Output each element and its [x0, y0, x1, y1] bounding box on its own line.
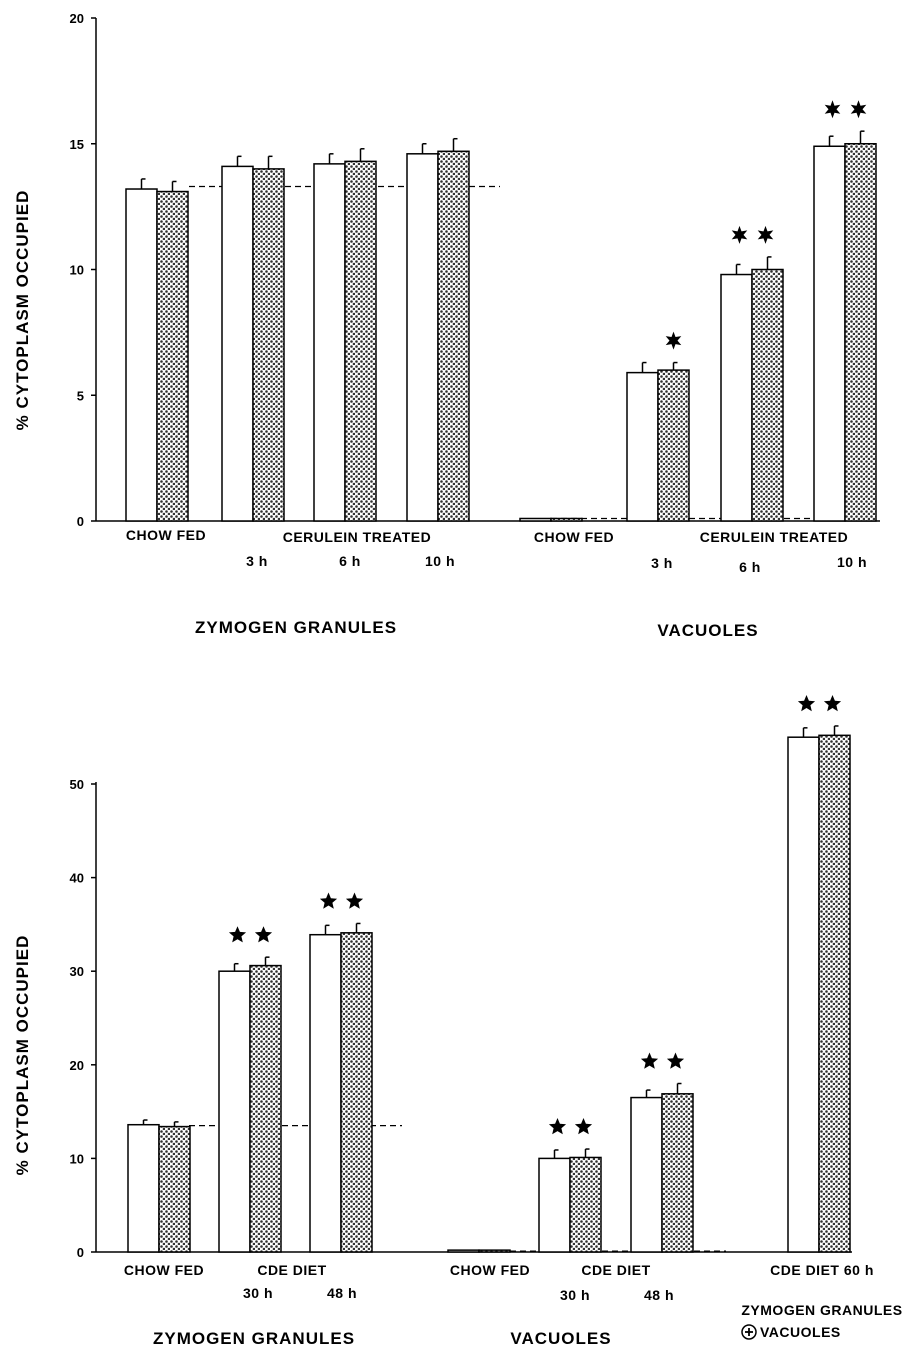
chart-bottom-time-30h: 30 h [243, 1285, 273, 1301]
chart-bottom-cat-cde-60h: CDE DIET 60 h [770, 1262, 874, 1278]
y-tick-label: 0 [77, 514, 84, 529]
star-icon [757, 225, 774, 244]
bar-treated [158, 1125, 191, 1253]
star-icon [824, 100, 841, 119]
star-icon [823, 695, 842, 712]
y-tick-label: 10 [70, 1151, 84, 1166]
star-icon [850, 100, 867, 119]
star-icon [345, 892, 364, 909]
star-icon [797, 695, 816, 712]
chart-top-group-zymogen: ZYMOGEN GRANULES [195, 618, 397, 637]
bar-control [218, 970, 251, 1253]
y-tick-label: 5 [77, 388, 84, 403]
star-icon [640, 1052, 659, 1069]
chart-bottom-cat-chow-fed-vac: CHOW FED [450, 1262, 530, 1278]
bar-treated [661, 1093, 694, 1253]
star-icon [666, 1052, 685, 1069]
y-tick-label: 40 [70, 871, 84, 886]
bar-treated [818, 734, 851, 1253]
bar-treated [249, 964, 282, 1253]
y-tick-label: 50 [70, 777, 84, 792]
chart-bottom-group-vacuoles: VACUOLES [510, 1329, 611, 1346]
bar-control [519, 517, 552, 522]
chart-top-bars [125, 100, 877, 522]
chart-bottom-time-48h: 48 h [327, 1285, 357, 1301]
chart-top-time-10h: 10 h [425, 553, 455, 569]
y-tick-label: 10 [70, 263, 84, 278]
bar-control [813, 145, 846, 522]
bar-control [720, 273, 753, 522]
chart-top-time-10h-vac: 10 h [837, 554, 867, 570]
chart-bottom-yticks: 0 10 20 30 40 50 [70, 777, 96, 1260]
bar-control [626, 371, 659, 522]
bar-treated [252, 168, 285, 522]
star-icon [319, 892, 338, 909]
bar-treated [844, 143, 877, 522]
y-tick-label: 15 [70, 137, 84, 152]
bar-control [309, 933, 342, 1253]
bar-treated [657, 369, 690, 522]
chart-top-time-6h: 6 h [339, 553, 361, 569]
y-tick-label: 30 [70, 964, 84, 979]
chart-top-yticks: 0 5 10 15 20 [70, 11, 96, 529]
chart-bottom-bars [127, 695, 851, 1253]
y-tick-label: 0 [77, 1245, 84, 1260]
chart-bottom-group-zymogen: ZYMOGEN GRANULES [153, 1329, 355, 1346]
star-icon [548, 1118, 567, 1135]
bar-control [787, 736, 820, 1253]
star-icon [574, 1118, 593, 1135]
bar-treated [156, 190, 189, 522]
chart-top-cat-cerulein-vac: CERULEIN TREATED [700, 529, 849, 545]
star-icon [228, 926, 247, 943]
chart-top-group-vacuoles: VACUOLES [657, 621, 758, 640]
chart-top-time-6h-vac: 6 h [739, 559, 761, 575]
chart-bottom-ylabel: % CYTOPLASM OCCUPIED [13, 935, 32, 1176]
bar-treated [344, 160, 377, 522]
bar-treated [340, 932, 373, 1253]
y-tick-label: 20 [70, 11, 84, 26]
chart-top: % CYTOPLASM OCCUPIED 0 5 10 15 20 CHOW FED C… [13, 11, 880, 640]
chart-top-time-3h-vac: 3 h [651, 555, 673, 571]
bar-treated [569, 1156, 602, 1253]
bar-control [630, 1096, 663, 1253]
chart-bottom-cat-chow-fed: CHOW FED [124, 1262, 204, 1278]
chart-bottom-group-vacuoles-combined: VACUOLES [760, 1324, 841, 1340]
bar-treated [437, 150, 470, 522]
chart-bottom-cat-cde: CDE DIET [257, 1262, 326, 1278]
bar-treated [550, 517, 583, 522]
chart-bottom-group-zymogen-combined: ZYMOGEN GRANULES [741, 1302, 902, 1318]
chart-bottom: % CYTOPLASM OCCUPIED 0 10 20 30 40 50 CHOW FE… [13, 695, 902, 1346]
bar-control [127, 1123, 160, 1253]
chart-top-ylabel: % CYTOPLASM OCCUPIED [13, 190, 32, 431]
bar-control [313, 163, 346, 522]
star-icon [731, 225, 748, 244]
bar-treated [751, 268, 784, 522]
chart-bottom-reference-lines [189, 1125, 726, 1252]
star-icon [254, 926, 273, 943]
chart-top-time-3h: 3 h [246, 553, 268, 569]
bar-control [125, 188, 158, 522]
bar-control [406, 153, 439, 522]
chart-bottom-time-30h-vac: 30 h [560, 1287, 590, 1303]
star-icon [665, 331, 682, 350]
bar-control [447, 1249, 480, 1253]
chart-bottom-time-48h-vac: 48 h [644, 1287, 674, 1303]
chart-top-cat-cerulein: CERULEIN TREATED [283, 529, 432, 545]
circled-plus-icon [741, 1324, 757, 1340]
chart-top-cat-chow-fed-vac: CHOW FED [534, 529, 614, 545]
bar-control [538, 1157, 571, 1253]
bar-treated [478, 1249, 511, 1253]
chart-top-cat-chow-fed: CHOW FED [126, 527, 206, 543]
bar-control [221, 165, 254, 522]
y-tick-label: 20 [70, 1058, 84, 1073]
chart-bottom-cat-cde-vac: CDE DIET [581, 1262, 650, 1278]
